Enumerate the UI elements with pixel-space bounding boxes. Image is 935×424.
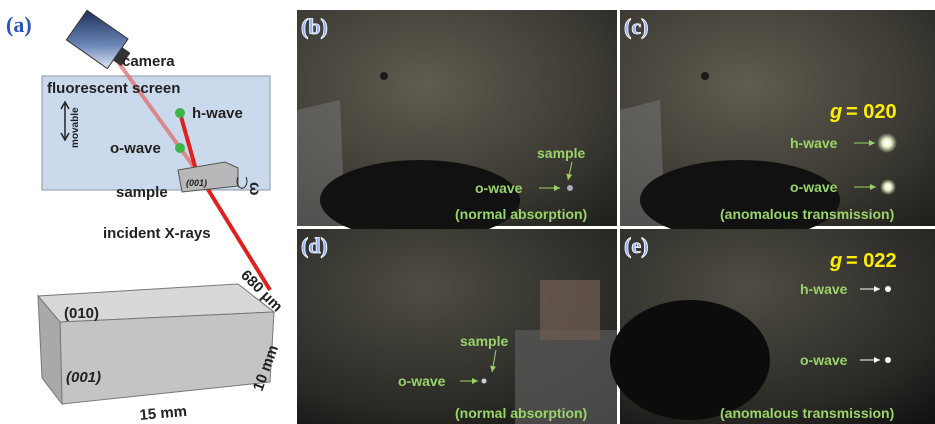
h-label: h-wave	[192, 105, 243, 122]
panel-label: (d)	[301, 233, 328, 258]
apparatus	[540, 280, 600, 340]
top-face-label: (010)	[64, 305, 99, 322]
panel-label: (c)	[624, 14, 648, 39]
apparatus	[320, 160, 520, 240]
apparatus	[610, 300, 770, 420]
spot	[567, 185, 573, 191]
hole	[701, 72, 709, 80]
o-spot	[880, 179, 896, 195]
o-label: o-wave	[800, 352, 848, 368]
panel-label: (b)	[301, 14, 328, 39]
spot	[482, 379, 487, 384]
h-spot	[175, 108, 185, 118]
h-label: h-wave	[800, 281, 848, 297]
condition: (anomalous transmission)	[720, 206, 894, 222]
sample-face: (001)	[186, 178, 207, 188]
incident-label: incident X-rays	[103, 225, 211, 242]
condition: (normal absorption)	[455, 405, 587, 421]
panel-d: (d) sample o-wave (normal absorption)	[297, 229, 617, 424]
omega: ω	[246, 182, 263, 196]
width-label: 15 mm	[139, 403, 188, 424]
o-label: o-wave	[790, 179, 838, 195]
camera-label: camera	[122, 53, 175, 70]
movable-label: movable	[70, 107, 81, 148]
o-label: o-wave	[110, 140, 161, 157]
o-label: o-wave	[398, 373, 446, 389]
front-face-label: (001)	[66, 369, 101, 386]
sample-label: sample	[460, 333, 508, 349]
hole	[380, 72, 388, 80]
h-spot	[877, 133, 897, 153]
g-value: = 020	[846, 101, 897, 123]
screen-label: fluorescent screen	[47, 80, 180, 97]
o-spot	[885, 357, 891, 363]
g-symbol: g	[829, 101, 842, 123]
panel-e: (e) g = 022 h-wave o-wave (anomalous tra…	[610, 229, 935, 424]
figure: (a) camera fluorescent screen h-wave o-w…	[0, 0, 935, 424]
h-spot	[885, 286, 891, 292]
panel-label: (e)	[624, 233, 648, 258]
condition: (anomalous transmission)	[720, 405, 894, 421]
g-value: = 022	[846, 250, 897, 272]
panel-label: (a)	[6, 12, 32, 37]
o-label: o-wave	[475, 180, 523, 196]
panel-a: (a) camera fluorescent screen h-wave o-w…	[6, 10, 286, 424]
condition: (normal absorption)	[455, 206, 587, 222]
panel-b: (b) sample o-wave (normal absorption)	[297, 10, 617, 240]
g-symbol: g	[829, 250, 842, 272]
panel-c: (c) g = 020 h-wave o-wave (anomalous tra…	[620, 10, 935, 240]
o-spot	[175, 143, 185, 153]
sample-label: sample	[116, 184, 168, 201]
sample-label: sample	[537, 145, 585, 161]
apparatus	[640, 160, 840, 240]
crystal-front	[60, 312, 274, 404]
h-label: h-wave	[790, 135, 838, 151]
